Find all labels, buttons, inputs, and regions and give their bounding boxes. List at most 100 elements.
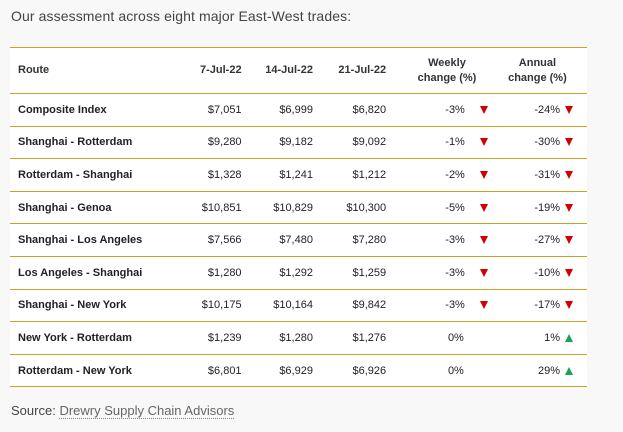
rate-date-2: $7,480 <box>279 234 313 247</box>
rate-date-2: $9,182 <box>279 136 313 149</box>
annual-change: -24% <box>488 94 587 127</box>
intro-text: Our assessment across eight major East-W… <box>11 8 352 24</box>
rate-date-1: $9,280 <box>207 136 242 149</box>
annual-change-value: 29% <box>537 364 560 377</box>
weekly-change: -3% <box>386 224 488 257</box>
annual-change: -27% <box>488 224 587 257</box>
weekly-change-value: -3% <box>445 103 465 116</box>
source-line: Source: Drewry Supply Chain Advisors <box>11 403 235 419</box>
down-triangle-icon <box>565 105 573 114</box>
header-date-3: 21-Jul-22 <box>338 64 387 76</box>
rate-date-1: $7,051 <box>207 103 242 116</box>
rate-date-2: $10,164 <box>273 299 313 312</box>
annual-change: -10% <box>488 256 587 289</box>
down-triangle-icon <box>479 203 488 212</box>
table-row: Rotterdam - New York $6,801 $6,929 $6,926 0%… <box>10 354 587 387</box>
weekly-change-value: -3% <box>445 299 465 312</box>
rate-date-2: $10,829 <box>273 201 313 214</box>
weekly-change-value: 0% <box>447 364 464 377</box>
weekly-change-value: -3% <box>445 234 465 247</box>
header-date-2: 14-Jul-22 <box>265 64 313 76</box>
rate-date-3: $7,280 <box>352 234 387 247</box>
annual-change-value: -27% <box>534 234 560 247</box>
route-name: New York - Rotterdam <box>18 331 132 344</box>
weekly-change-value: -5% <box>445 201 465 214</box>
down-triangle-icon <box>479 268 488 277</box>
annual-change: 29% <box>488 354 587 387</box>
rate-date-2: $1,280 <box>279 331 313 344</box>
annual-change-value: -24% <box>534 103 560 116</box>
weekly-change: -3% <box>386 289 488 322</box>
table-row: Shanghai - Los Angeles $7,566 $7,480 $7,280… <box>10 224 587 257</box>
table-row: Los Angeles - Shanghai $1,280 $1,292 $1,259… <box>10 256 587 290</box>
down-triangle-icon <box>565 268 573 277</box>
rate-date-1: $6,801 <box>207 364 242 377</box>
table-row: New York - Rotterdam $1,239 $1,280 $1,276 0%… <box>10 322 587 355</box>
route-name: Shanghai - Genoa <box>18 201 112 214</box>
down-triangle-icon <box>479 171 488 180</box>
rate-date-2: $6,999 <box>279 103 313 116</box>
rate-date-1: $10,851 <box>201 201 242 214</box>
annual-change-value: -10% <box>534 266 560 279</box>
rate-date-2: $1,241 <box>279 168 313 181</box>
up-triangle-icon <box>565 366 573 375</box>
table-row: Shanghai - Rotterdam $9,280 $9,182 $9,092 -1… <box>10 126 587 159</box>
rates-table: Route 7-Jul-22 14-Jul-22 21-Jul-22 Weekl… <box>10 47 587 388</box>
annual-change-value: 1% <box>544 331 560 344</box>
down-triangle-icon <box>479 236 488 245</box>
route-name: Composite Index <box>18 103 107 116</box>
annual-change: -17% <box>488 289 587 322</box>
weekly-change-value: -3% <box>445 266 465 279</box>
annual-change-value: -30% <box>534 136 560 149</box>
header-weekly-line1: Weekly <box>428 56 466 69</box>
weekly-change-value: 0% <box>447 331 464 344</box>
table-row: Composite Index $7,051 $6,999 $6,820 -3% -24% <box>10 94 587 127</box>
rate-date-1: $1,280 <box>207 266 242 279</box>
header-annual-change: Annual change (%) <box>488 48 587 94</box>
header-weekly-change: Weekly change (%) <box>386 48 488 94</box>
route-name: Rotterdam - New York <box>18 364 132 377</box>
annual-change: -19% <box>488 191 587 224</box>
rate-date-2: $1,292 <box>279 266 313 279</box>
header-annual-line1: Annual <box>518 56 557 69</box>
down-triangle-icon <box>565 236 573 245</box>
down-triangle-icon <box>565 301 573 310</box>
header-date-1: 7-Jul-22 <box>199 64 242 76</box>
route-name: Los Angeles - Shanghai <box>18 266 143 279</box>
rate-date-3: $10,300 <box>346 201 387 214</box>
rate-date-3: $1,259 <box>352 266 387 279</box>
weekly-change-value: -1% <box>445 136 465 149</box>
down-triangle-icon <box>479 138 488 147</box>
source-link[interactable]: Drewry Supply Chain Advisors <box>59 403 235 419</box>
route-name: Shanghai - New York <box>18 299 127 312</box>
up-triangle-icon <box>565 334 573 343</box>
annual-change-value: -31% <box>534 168 560 181</box>
table-header-row: Route 7-Jul-22 14-Jul-22 21-Jul-22 Weekl… <box>10 47 587 94</box>
rate-date-3: $6,820 <box>352 103 387 116</box>
rates-table-container: Route 7-Jul-22 14-Jul-22 21-Jul-22 Weekl… <box>10 47 587 388</box>
header-weekly-line2: change (%) <box>417 71 477 84</box>
annual-change-value: -19% <box>534 201 560 214</box>
weekly-change: 0% <box>386 354 488 387</box>
down-triangle-icon <box>565 171 573 180</box>
down-triangle-icon <box>479 301 488 310</box>
annual-change: 1% <box>488 322 587 355</box>
rate-date-1: $1,239 <box>207 331 242 344</box>
rate-date-3: $6,926 <box>352 364 387 377</box>
rate-date-1: $7,566 <box>207 234 242 247</box>
rate-date-3: $1,212 <box>352 168 387 181</box>
rate-date-1: $1,328 <box>207 168 242 181</box>
rate-date-2: $6,929 <box>279 364 313 377</box>
weekly-change: -3% <box>386 94 488 127</box>
route-name: Shanghai - Rotterdam <box>18 136 133 149</box>
annual-change: -30% <box>488 126 587 159</box>
header-annual-line2: change (%) <box>508 71 567 84</box>
rate-date-3: $1,276 <box>352 331 387 344</box>
down-triangle-icon <box>565 203 573 212</box>
rate-date-1: $10,175 <box>201 299 242 312</box>
weekly-change: -2% <box>386 159 488 192</box>
route-name: Rotterdam - Shanghai <box>18 168 133 181</box>
rate-date-3: $9,092 <box>352 136 387 149</box>
weekly-change: 0% <box>386 322 488 355</box>
